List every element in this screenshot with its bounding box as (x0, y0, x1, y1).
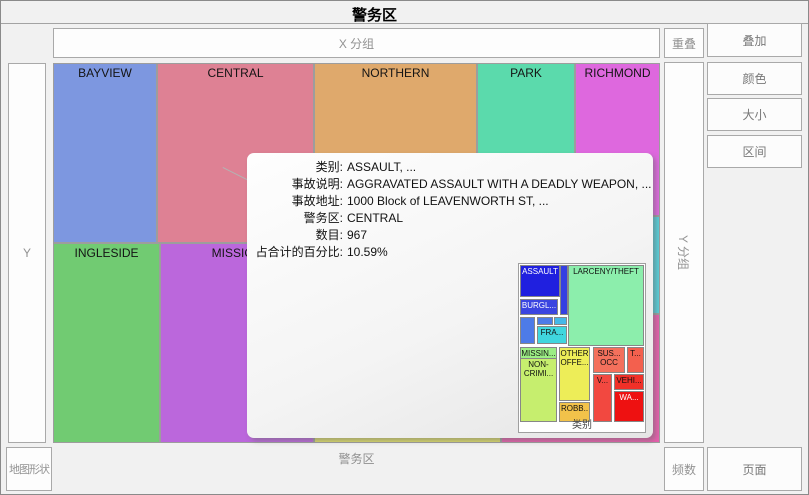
mini-treemap-cell: LARCENY/THEFT (568, 265, 644, 346)
mini-treemap: ASSAULT BURGL... FRA... LARCENY/THEFT MI… (520, 265, 644, 422)
treemap-cell-label: INGLESIDE (74, 246, 139, 260)
treemap-cell-label: BAYVIEW (78, 66, 132, 80)
mini-treemap-cell (554, 317, 567, 325)
mini-chart-panel: ASSAULT BURGL... FRA... LARCENY/THEFT MI… (518, 263, 646, 433)
mini-treemap-cell-label: T... (630, 349, 641, 358)
treemap-cell[interactable]: INGLESIDE (53, 243, 160, 443)
drop-zone-overlap-label: 重叠 (671, 36, 696, 51)
mini-treemap-cell-label: MISSIN... (521, 349, 556, 358)
drop-zone-map-shape[interactable]: 地图形状 (6, 447, 52, 491)
tooltip-row: 事故说明 AGGRAVATED ASSAULT WITH A DEADLY WE… (249, 176, 652, 193)
mini-treemap-cell-label (538, 318, 552, 319)
page-title: 警务区 (351, 7, 397, 24)
mini-treemap-cell-label: WA... (619, 393, 639, 402)
mini-treemap-cell: V... (593, 374, 612, 422)
mini-treemap-cell: ASSAULT (520, 265, 560, 297)
size-button[interactable]: 大小 (707, 98, 802, 131)
mini-treemap-cell-label (521, 318, 534, 319)
tooltip-row: 事故地址 1000 Block of LEAVENWORTH ST, ... (249, 193, 651, 210)
treemap-cell-label: RICHMOND (584, 66, 651, 80)
drop-zone-y-group[interactable]: Y 分组 (664, 62, 704, 443)
mini-treemap-cell-label: VEHI... (616, 376, 642, 385)
title-divider (1, 23, 808, 24)
page-button-label: 页面 (742, 462, 767, 477)
interval-button-label: 区间 (742, 145, 767, 159)
mini-treemap-cell: SUS... OCC (593, 347, 625, 373)
page-button[interactable]: 页面 (707, 447, 802, 491)
mini-treemap-cell-label: FRA... (540, 328, 564, 337)
drop-zone-x-group-label: X 分组 (338, 36, 375, 51)
color-button[interactable]: 颜色 (707, 62, 802, 95)
overlay-button-label: 叠加 (742, 33, 767, 48)
tooltip-row-value: AGGRAVATED ASSAULT WITH A DEADLY WEAPON,… (347, 177, 652, 191)
mini-treemap-cell (520, 317, 535, 344)
mini-treemap-cell: OTHER OFFE... (559, 347, 590, 401)
mini-chart-axis-label: 类别 (572, 420, 592, 431)
drop-zone-overlap[interactable]: 重叠 (664, 28, 704, 58)
mini-treemap-cell: FRA... (537, 326, 567, 344)
interval-button[interactable]: 区间 (707, 135, 802, 168)
tooltip-row: 数目 967 (249, 227, 651, 244)
treemap-cell-label: CENTRAL (207, 66, 264, 80)
tooltip-row: 占合计的百分比 10.59% (249, 244, 651, 261)
mini-treemap-cell-label: V... (596, 376, 609, 385)
size-button-label: 大小 (742, 108, 767, 122)
drop-zone-y-label: Y (22, 246, 31, 260)
tooltip-row-value: 967 (347, 228, 368, 242)
treemap-cell-label: NORTHERN (361, 66, 430, 80)
mini-treemap-cell-label: BURGL... (521, 301, 557, 310)
mini-treemap-cell: VEHI... (614, 374, 644, 390)
x-axis-label: 警务区 (338, 452, 375, 466)
mini-treemap-cell-label: NON- CRIMI... (523, 360, 554, 379)
tooltip: 类别 ASSAULT, ... 事故说明 AGGRAVATED ASSAULT … (247, 153, 653, 438)
tooltip-row-label: 警务区 (249, 210, 343, 227)
drop-zone-y-group-label: Y 分组 (676, 234, 691, 271)
tooltip-row: 类别 ASSAULT, ... (249, 159, 651, 176)
treemap-cell-label: PARK (510, 66, 542, 80)
tooltip-rows: 类别 ASSAULT, ... 事故说明 AGGRAVATED ASSAULT … (249, 159, 652, 261)
overlay-button[interactable]: 叠加 (707, 23, 802, 57)
mini-treemap-cell-label: LARCENY/THEFT (573, 267, 639, 276)
mini-treemap-cell-label (555, 318, 566, 319)
mini-treemap-cell: ROBB... (559, 402, 590, 422)
mini-treemap-cell-label: ROBB... (560, 404, 589, 422)
mini-treemap-cell: T... (627, 347, 644, 373)
tooltip-row-label: 事故地址 (249, 193, 343, 210)
tooltip-row-value: 10.59% (347, 245, 388, 259)
mini-treemap-cell (560, 265, 568, 315)
mini-treemap-cell-label: ASSAULT (522, 267, 558, 276)
drop-zone-x-group[interactable]: X 分组 (53, 28, 660, 58)
drop-zone-y[interactable]: Y (8, 63, 46, 443)
tooltip-row-label: 事故说明 (249, 176, 343, 193)
treemap-cell[interactable]: BAYVIEW (53, 63, 157, 243)
drop-zone-map-shape-label: 地图形状 (9, 464, 50, 476)
tooltip-row-value: CENTRAL (347, 211, 404, 225)
tooltip-row-value: 1000 Block of LEAVENWORTH ST, ... (347, 194, 549, 208)
mini-treemap-cell-label (561, 266, 567, 267)
tooltip-row-value: ASSAULT, ... (347, 160, 417, 174)
mini-treemap-cell: NON- CRIMI... (520, 358, 557, 422)
color-button-label: 颜色 (742, 72, 767, 86)
drop-zone-frequency-label: 频数 (671, 462, 696, 477)
tooltip-row-label: 数目 (249, 227, 343, 244)
mini-treemap-cell: WA... (614, 391, 644, 422)
tooltip-row-label: 类别 (249, 159, 343, 176)
mini-treemap-cell: BURGL... (520, 299, 558, 315)
drop-zone-frequency[interactable]: 频数 (664, 447, 704, 491)
mini-treemap-cell-label: OTHER OFFE... (560, 349, 589, 368)
tooltip-row: 警务区 CENTRAL (249, 210, 651, 227)
mini-treemap-cell-label: SUS... OCC (597, 349, 621, 368)
mini-treemap-cell (537, 317, 553, 325)
tooltip-row-label: 占合计的百分比 (249, 244, 343, 261)
